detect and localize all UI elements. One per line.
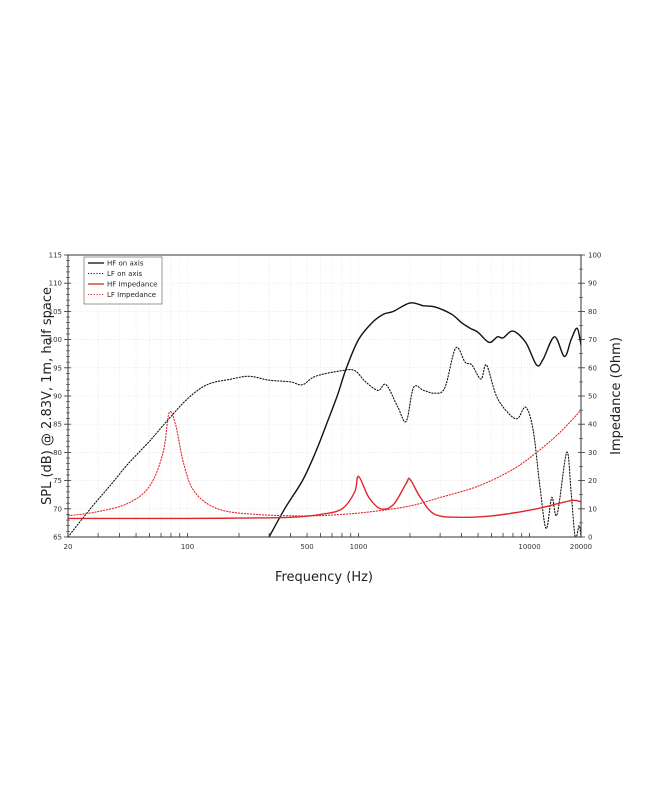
x-tick-label: 100: [181, 543, 194, 551]
y2-tick-label: 60: [588, 364, 597, 372]
y2-tick-label: 20: [588, 477, 597, 485]
series-group: [68, 302, 581, 537]
legend-box: [83, 256, 163, 305]
legend: HF on axis LF on axis HF Impedance LF Imped…: [83, 256, 163, 305]
y-tick-label: 75: [53, 477, 62, 485]
y-tick-label: 100: [49, 336, 62, 344]
y-tick-label: 80: [53, 449, 62, 457]
y-tick-label: 110: [49, 280, 62, 288]
y-tick-label: 95: [53, 364, 62, 372]
y2-tick-label: 90: [588, 280, 597, 288]
x-tick-label: 20000: [570, 543, 592, 551]
y2-tick-label: 10: [588, 505, 597, 513]
x-tick-label: 1000: [350, 543, 368, 551]
series-hf-impedance: [68, 475, 581, 520]
legend-label-hf-on-axis: HF on axis: [107, 260, 144, 268]
y2-tick-label: 70: [588, 336, 597, 344]
y2-tick-label: 0: [588, 534, 592, 542]
y2-tick-label: 100: [588, 252, 601, 260]
right-axis-ticks: 0 10 20 30 40 50 60 70 80 90 100: [578, 252, 601, 542]
x-axis-ticks: 20 100 500 1000 10000 20000: [64, 533, 592, 551]
x-tick-label: 20: [64, 543, 73, 551]
x-axis-title: Frequency (Hz): [275, 570, 373, 585]
x-tick-label: 500: [300, 543, 313, 551]
y-tick-label: 65: [53, 534, 62, 542]
y-tick-label: 105: [49, 308, 62, 316]
series-lf-impedance: [68, 409, 581, 517]
x-tick-label: 10000: [518, 543, 540, 551]
legend-label-hf-impedance: HF Impedance: [107, 281, 157, 289]
y-tick-label: 85: [53, 421, 62, 429]
y-axis-title: SPL (dB) @ 2.83V, 1m, half space: [40, 287, 55, 505]
y2-tick-label: 50: [588, 393, 597, 401]
y-tick-label: 115: [49, 252, 62, 260]
y2-axis-title: Impedance (Ohm): [609, 337, 624, 455]
series-hf-on-axis: [268, 302, 581, 537]
y-tick-label: 70: [53, 505, 62, 513]
legend-label-lf-impedance: LF Impedance: [107, 291, 156, 299]
legend-label-lf-on-axis: LF on axis: [107, 270, 142, 278]
y2-tick-label: 80: [588, 308, 597, 316]
y2-tick-label: 30: [588, 449, 597, 457]
y2-tick-label: 40: [588, 421, 597, 429]
left-axis-ticks: 65 70 75 80 85 90 95 100 105 110 115: [49, 252, 71, 542]
series-lf-on-axis: [68, 346, 581, 537]
y-tick-label: 90: [53, 393, 62, 401]
